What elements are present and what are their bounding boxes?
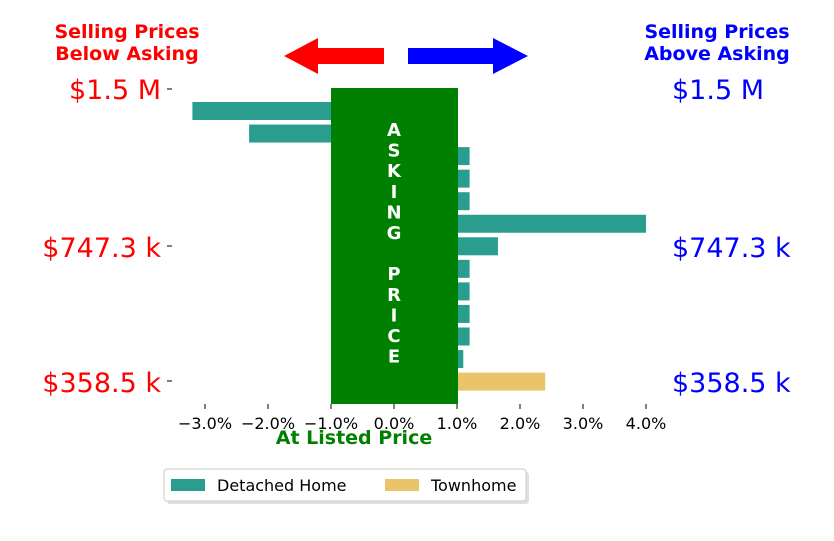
legend-swatch-townhome [385,479,419,491]
x-tick-label-2: −1.0% [304,414,358,433]
band-letter-9: I [391,305,398,326]
bar-detached-9 [458,304,470,323]
legend: Detached Home Townhome [163,468,529,504]
x-axis: −3.0% −2.0% −1.0% 0.0% 1.0% 2.0% 3.0% 4.0% [178,404,666,433]
bar-detached-3 [458,169,470,188]
band-letter-5: G [387,223,402,244]
band-letter-0: A [387,120,401,141]
bars-layer [192,102,646,391]
bar-detached-6 [458,237,498,256]
x-tick-label-0: −3.0% [178,414,232,433]
left-price-bottom: $358.5 k [42,368,161,399]
x-tick-label-4: 1.0% [437,414,478,433]
right-price-top: $1.5 M [672,75,764,106]
bar-detached-4 [458,192,470,211]
x-tick-label-3: 0.0% [374,414,415,433]
x-tick-label-6: 3.0% [563,414,604,433]
left-price-top: $1.5 M [69,75,161,106]
x-tick-label-7: 4.0% [626,414,667,433]
bar-detached-11 [458,350,464,369]
band-letter-4: N [386,202,401,223]
band-letter-8: R [387,285,401,306]
band-letter-7: P [387,264,400,285]
band-letter-11: E [388,347,400,368]
above-asking-title-line2: Above Asking [644,43,790,65]
x-tick-label-5: 2.0% [500,414,541,433]
x-axis-label: At Listed Price [276,427,432,449]
bar-detached-0 [192,102,331,120]
bar-detached-8 [458,282,470,301]
below-asking-title-line1: Selling Prices [54,21,199,43]
legend-swatch-detached [171,479,205,491]
right-price-bottom: $358.5 k [672,368,791,399]
bar-detached-10 [458,327,470,346]
above-asking-title-line1: Selling Prices [644,21,789,43]
below-asking-title-line2: Below Asking [55,43,198,65]
legend-label-townhome: Townhome [430,476,516,495]
bar-detached-7 [458,259,470,278]
right-price-mid: $747.3 k [672,233,791,264]
legend-label-detached: Detached Home [217,476,347,495]
band-letter-1: S [388,141,401,162]
band-letter-10: C [387,326,400,347]
left-price-mid: $747.3 k [42,233,161,264]
bar-detached-5 [458,214,646,233]
bar-detached-1 [249,124,331,143]
asking-price-band [331,88,458,404]
right-arrow-icon [408,38,528,74]
x-tick-label-1: −2.0% [241,414,295,433]
bar-townhome-12 [458,372,546,391]
band-letter-3: I [391,182,398,203]
left-arrow-icon [284,38,384,74]
bar-detached-2 [458,147,470,166]
band-letter-2: K [387,161,402,182]
